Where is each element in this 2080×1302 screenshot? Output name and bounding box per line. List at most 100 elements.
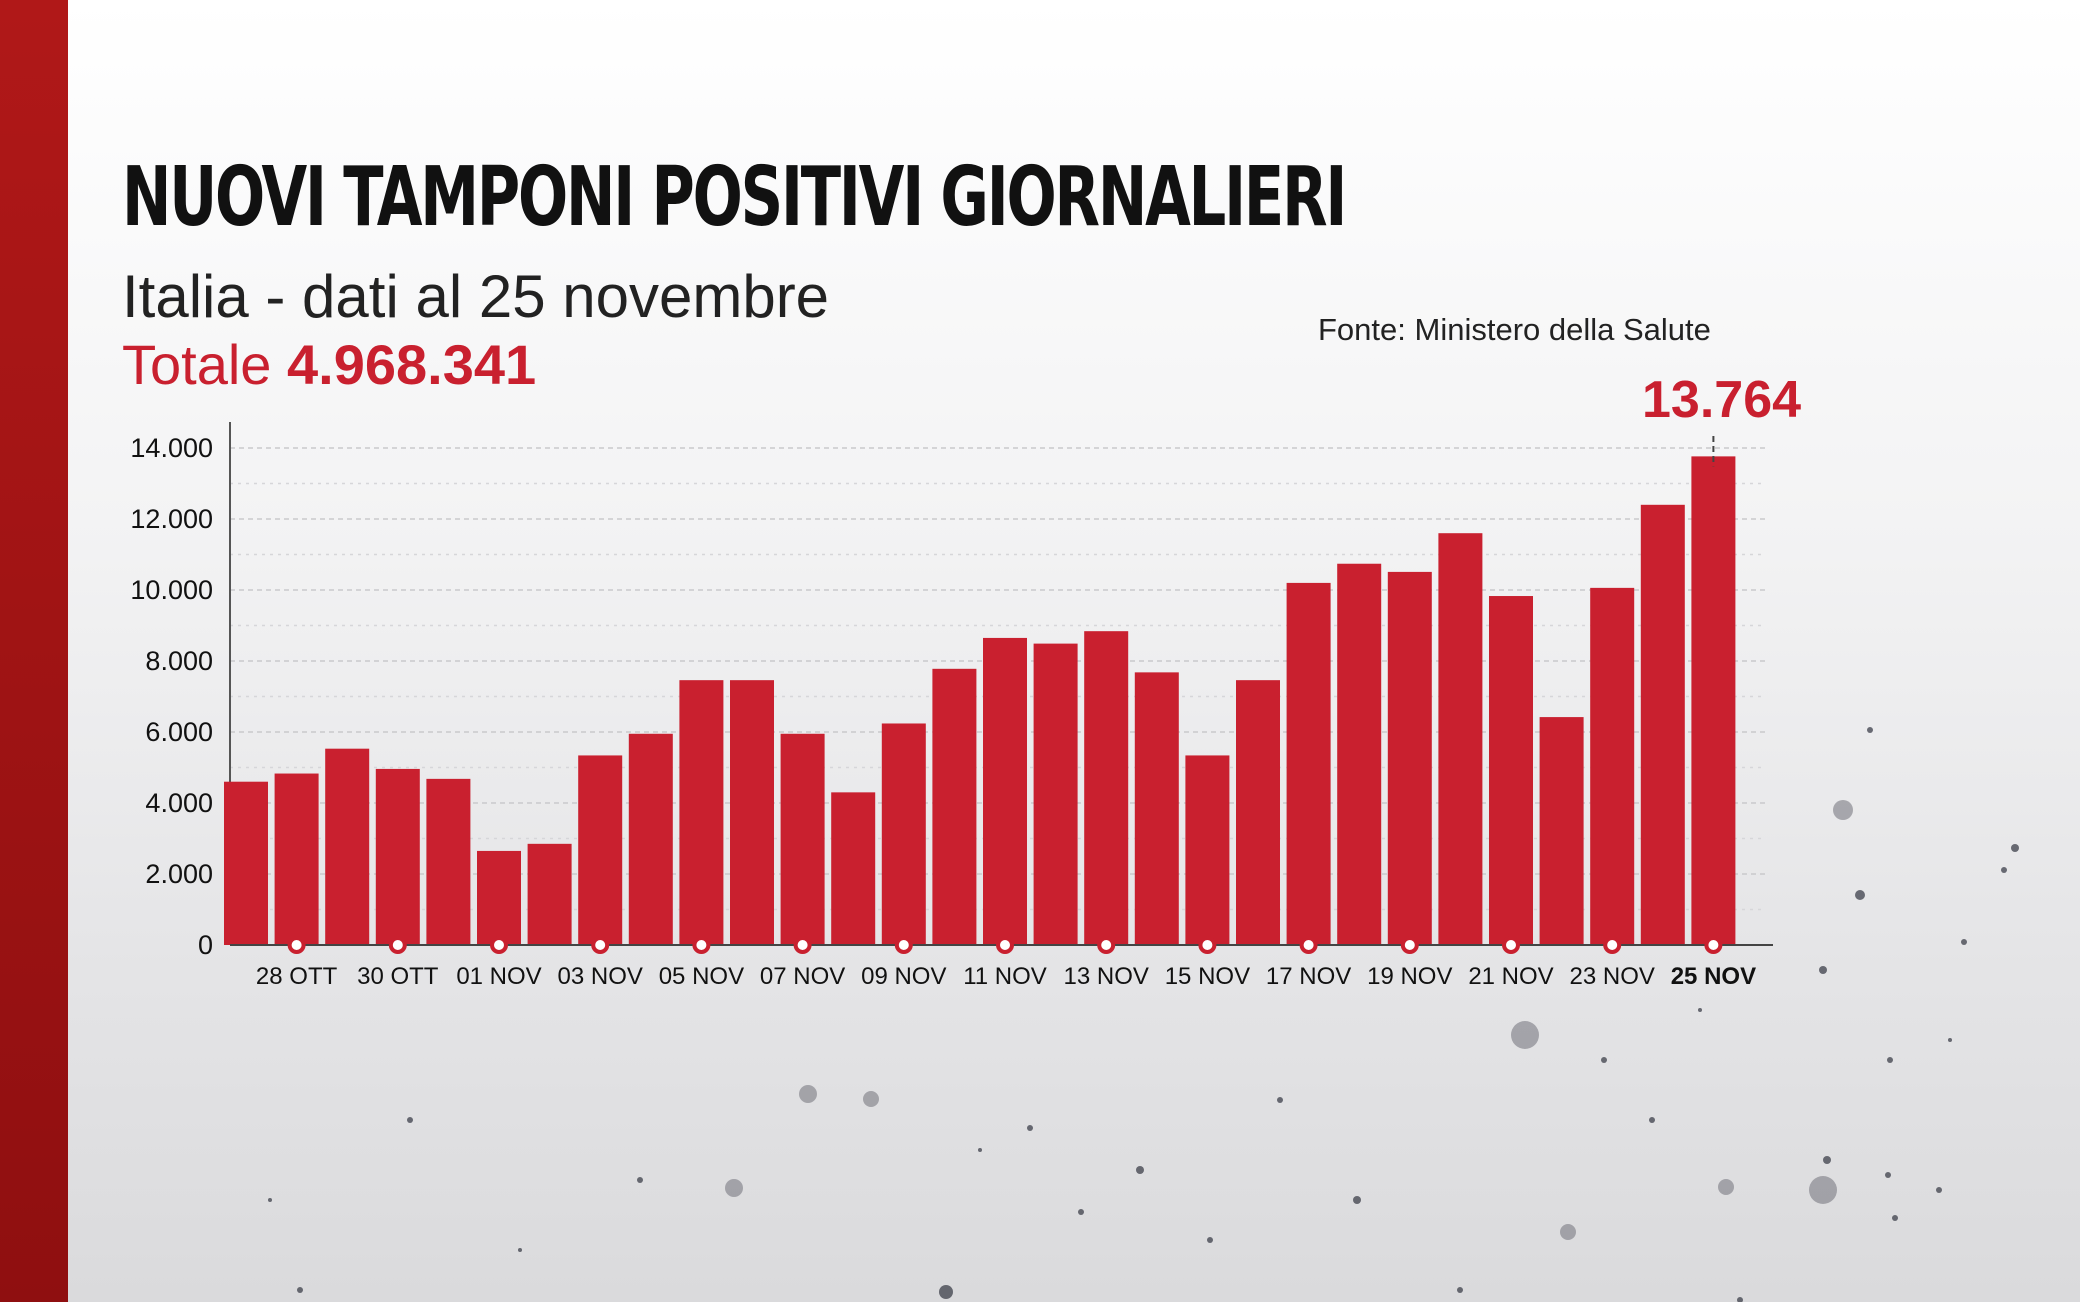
x-tick-marker	[894, 936, 913, 954]
x-tick-marker	[1400, 936, 1419, 954]
x-tick-label: 28 OTT	[256, 963, 338, 990]
x-tick-label: 11 NOV	[963, 963, 1047, 990]
x-tick-label: 25 NOV	[1671, 963, 1756, 990]
bar-28-ott	[274, 773, 319, 945]
x-tick-label: 01 NOV	[456, 963, 541, 990]
particle-dot	[1353, 1196, 1361, 1204]
bar-22-nov	[1539, 717, 1584, 945]
particle-dot	[1961, 939, 1967, 945]
particle-dot	[939, 1285, 953, 1299]
bar-10-nov	[932, 668, 977, 945]
bar-27-ott	[224, 781, 268, 945]
total-label: Totale	[122, 333, 272, 396]
x-tick-label: 15 NOV	[1165, 963, 1250, 990]
bar-17-nov	[1286, 582, 1331, 945]
particle-dot	[1948, 1038, 1952, 1042]
particle-dot	[268, 1198, 272, 1202]
particle-dot	[1457, 1287, 1463, 1293]
particle-dot	[2001, 867, 2007, 873]
x-tick-marker	[1603, 936, 1622, 954]
particle-decoration	[268, 727, 2019, 1302]
total-line: Totale 4.968.341	[122, 332, 536, 397]
y-tick-label: 2.000	[145, 859, 213, 889]
x-tick-label: 17 NOV	[1266, 963, 1351, 990]
particle-dot	[863, 1091, 879, 1107]
bar-24-nov	[1640, 504, 1685, 945]
particle-dot	[2011, 844, 2019, 852]
bar-21-nov	[1489, 596, 1533, 945]
x-tick-label: 09 NOV	[861, 963, 946, 990]
bar-31-ott	[426, 778, 471, 945]
chart-bars	[224, 456, 1736, 945]
x-tick-marker	[1502, 936, 1520, 954]
particle-dot	[1560, 1224, 1576, 1240]
bar-30-ott	[375, 768, 420, 945]
particle-dot	[1833, 800, 1853, 820]
x-tick-marker	[490, 936, 508, 954]
bar-08-nov	[831, 792, 876, 945]
particle-dot	[1207, 1237, 1213, 1243]
x-tick-marker	[287, 936, 306, 954]
bar-23-nov	[1590, 587, 1635, 945]
x-tick-label: 30 OTT	[357, 963, 439, 990]
bar-19-nov	[1387, 571, 1432, 945]
particle-dot	[799, 1085, 817, 1103]
particle-dot	[978, 1148, 982, 1152]
side-accent-bar	[0, 0, 68, 1302]
particle-dot	[1936, 1187, 1942, 1193]
particle-dot	[1892, 1215, 1898, 1221]
x-tick-label: 05 NOV	[659, 963, 744, 990]
bar-04-nov	[628, 733, 673, 945]
bar-06-nov	[730, 680, 774, 945]
bar-07-nov	[780, 733, 825, 945]
x-tick-marker	[996, 936, 1014, 954]
x-tick-label: 07 NOV	[760, 963, 845, 990]
particle-dot	[1867, 727, 1873, 733]
bar-01-nov	[477, 850, 521, 945]
x-tick-marker	[1299, 936, 1318, 954]
bar-18-nov	[1337, 563, 1382, 945]
y-tick-label: 4.000	[145, 788, 213, 818]
particle-dot	[1027, 1125, 1033, 1131]
x-tick-marker	[1704, 936, 1723, 954]
bar-16-nov	[1236, 680, 1280, 945]
particle-dot	[1737, 1297, 1743, 1302]
x-tick-marker	[591, 936, 610, 954]
y-axis: 0 2.000 4.000 6.000 8.000 10.000 12.000 14.000	[130, 422, 231, 960]
y-tick-label: 14.000	[130, 433, 213, 463]
peak-value-label: 13.764	[1642, 371, 1802, 429]
bar-14-nov	[1134, 672, 1179, 945]
x-tick-label: 21 NOV	[1468, 963, 1553, 990]
particle-dot	[1511, 1021, 1539, 1049]
x-tick-label: 19 NOV	[1367, 963, 1452, 990]
particle-dot	[1601, 1057, 1607, 1063]
particle-dot	[1819, 966, 1827, 974]
page-title: NUOVI TAMPONI POSITIVI GIORNALIERI	[122, 150, 1347, 245]
x-tick-marker	[1198, 936, 1217, 954]
particle-dot	[1718, 1179, 1734, 1195]
particle-dot	[1136, 1166, 1144, 1174]
x-tick-marker	[692, 936, 711, 954]
total-value: 4.968.341	[287, 333, 537, 396]
particle-dot	[637, 1177, 643, 1183]
particle-dot	[518, 1248, 522, 1252]
chart-subtitle: Italia - dati al 25 novembre	[122, 263, 830, 330]
y-tick-label: 0	[198, 930, 213, 960]
x-tick-label: 23 NOV	[1570, 963, 1655, 990]
particle-dot	[1855, 890, 1865, 900]
bar-09-nov	[881, 723, 926, 945]
bar-13-nov	[1084, 631, 1129, 945]
bar-20-nov	[1438, 533, 1483, 945]
x-axis: 28 OTT 30 OTT 01 NOV 03 NOV 05 NOV 07 NOV 09 N…	[230, 936, 1773, 990]
source-note: Fonte: Ministero della Salute	[1318, 312, 1711, 347]
x-tick-label: 03 NOV	[558, 963, 643, 990]
particle-dot	[1885, 1172, 1891, 1178]
y-tick-label: 12.000	[130, 504, 213, 534]
y-tick-label: 10.000	[130, 575, 213, 605]
particle-dot	[1887, 1057, 1893, 1063]
bar-12-nov	[1033, 643, 1078, 945]
particle-dot	[407, 1117, 413, 1123]
y-tick-label: 8.000	[145, 646, 213, 676]
bar-02-nov	[527, 843, 572, 945]
